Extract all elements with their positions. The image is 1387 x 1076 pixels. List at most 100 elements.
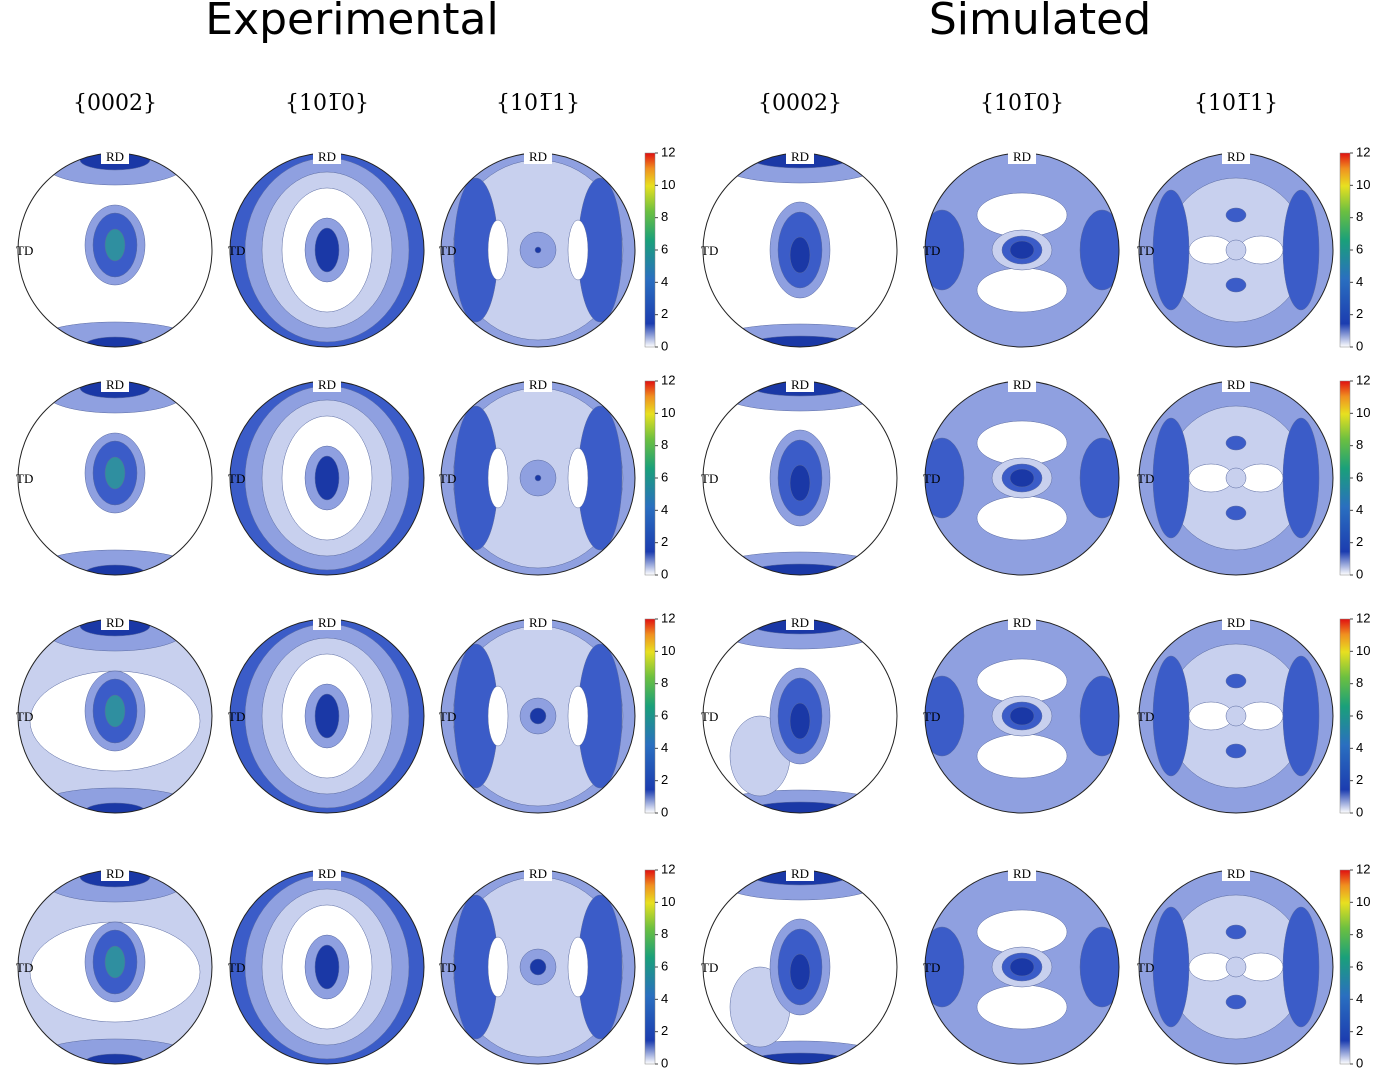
contour [1152, 906, 1190, 1028]
label-box [1222, 150, 1250, 164]
colorbar-tick-label: 4 [1356, 991, 1363, 1006]
td-label: TD [16, 243, 33, 258]
contour [1009, 957, 1035, 977]
colorbar-tick-label: 12 [1356, 144, 1370, 159]
contour [1225, 435, 1247, 451]
colorbar-tick-label: 6 [1356, 707, 1363, 722]
contour [567, 447, 589, 509]
contour [925, 926, 965, 1008]
colorbar-tick-label: 0 [661, 804, 668, 819]
label-box [101, 616, 129, 630]
colorbar-tick-label: 6 [661, 241, 668, 256]
label-box [101, 867, 129, 881]
colorbar-tick-label: 6 [1356, 469, 1363, 484]
rd-label: RD [529, 866, 547, 881]
contour [1225, 467, 1247, 489]
contour [749, 335, 851, 347]
rd-label: RD [318, 377, 336, 392]
td-label: TD [16, 471, 33, 486]
colorbar [1339, 869, 1351, 1065]
column-label: {101̅1} [496, 91, 580, 116]
colorbar-tick-label: 8 [661, 675, 668, 690]
td-label: TD [923, 243, 940, 258]
colorbar [644, 152, 656, 348]
td-label: TD [228, 243, 245, 258]
label-box [1008, 867, 1036, 881]
td-label: TD [701, 709, 718, 724]
pole-figure [18, 619, 212, 813]
contour [1225, 505, 1247, 521]
label-box [1222, 378, 1250, 392]
contour [1225, 277, 1247, 293]
contour [1152, 655, 1190, 777]
colorbar-tick-label: 8 [1356, 675, 1363, 690]
contour [1282, 655, 1320, 777]
colorbar-tick-label: 12 [661, 861, 675, 876]
td-label: TD [1137, 709, 1154, 724]
colorbar-tick-label: 0 [1356, 338, 1363, 353]
contour [1282, 417, 1320, 539]
label-box [524, 378, 552, 392]
colorbar [1339, 380, 1351, 576]
pole-figure [1139, 153, 1333, 347]
contour [314, 944, 340, 990]
contour [487, 685, 509, 747]
rd-label: RD [1227, 615, 1245, 630]
td-label: TD [923, 471, 940, 486]
contour [925, 437, 965, 519]
rd-label: RD [529, 615, 547, 630]
contour [314, 693, 340, 739]
colorbar-tick-label: 8 [1356, 437, 1363, 452]
label-box [313, 616, 341, 630]
column-label: {101̅0} [285, 91, 369, 116]
column-label: {101̅1} [1194, 91, 1278, 116]
colorbar-tick-label: 2 [1356, 772, 1363, 787]
colorbar-tick-label: 4 [661, 740, 668, 755]
rd-label: RD [318, 866, 336, 881]
contour [789, 236, 811, 274]
label-box [786, 867, 814, 881]
contour [1225, 207, 1247, 223]
contour [1079, 926, 1119, 1008]
colorbar-tick-label: 2 [1356, 306, 1363, 321]
contour [529, 958, 547, 976]
colorbar-tick-label: 10 [1356, 894, 1370, 909]
colorbar-tick-label: 2 [1356, 534, 1363, 549]
td-label: TD [439, 471, 456, 486]
colorbar-tick-label: 8 [661, 926, 668, 941]
td-label: TD [228, 471, 245, 486]
contour [1282, 906, 1320, 1028]
colorbar-tick-label: 6 [661, 707, 668, 722]
pole-figure [18, 153, 212, 347]
colorbar-tick-label: 12 [661, 610, 675, 625]
colorbar-tick-label: 8 [661, 437, 668, 452]
pole-figure [925, 619, 1119, 813]
colorbar-tick-label: 6 [661, 469, 668, 484]
contour [1225, 239, 1247, 261]
contour [749, 801, 851, 813]
rd-label: RD [1013, 866, 1031, 881]
label-box [1222, 867, 1250, 881]
pole-figure [441, 619, 635, 813]
rd-label: RD [1227, 377, 1245, 392]
contour [104, 694, 126, 728]
contour [1282, 189, 1320, 311]
colorbar-tick-label: 8 [661, 209, 668, 224]
colorbar [644, 618, 656, 814]
td-label: TD [1137, 471, 1154, 486]
contour [1009, 468, 1035, 488]
rd-label: RD [529, 377, 547, 392]
td-label: TD [701, 243, 718, 258]
contour [1225, 994, 1247, 1010]
td-label: TD [923, 960, 940, 975]
colorbar-tick-label: 2 [661, 534, 668, 549]
td-label: TD [923, 709, 940, 724]
rd-label: RD [1227, 866, 1245, 881]
contour [1225, 705, 1247, 727]
contour [567, 219, 589, 281]
contour [314, 227, 340, 273]
colorbar-tick-label: 2 [661, 1023, 668, 1038]
contour [1079, 675, 1119, 757]
colorbar-tick-label: 2 [661, 306, 668, 321]
pole-figure [925, 381, 1119, 575]
